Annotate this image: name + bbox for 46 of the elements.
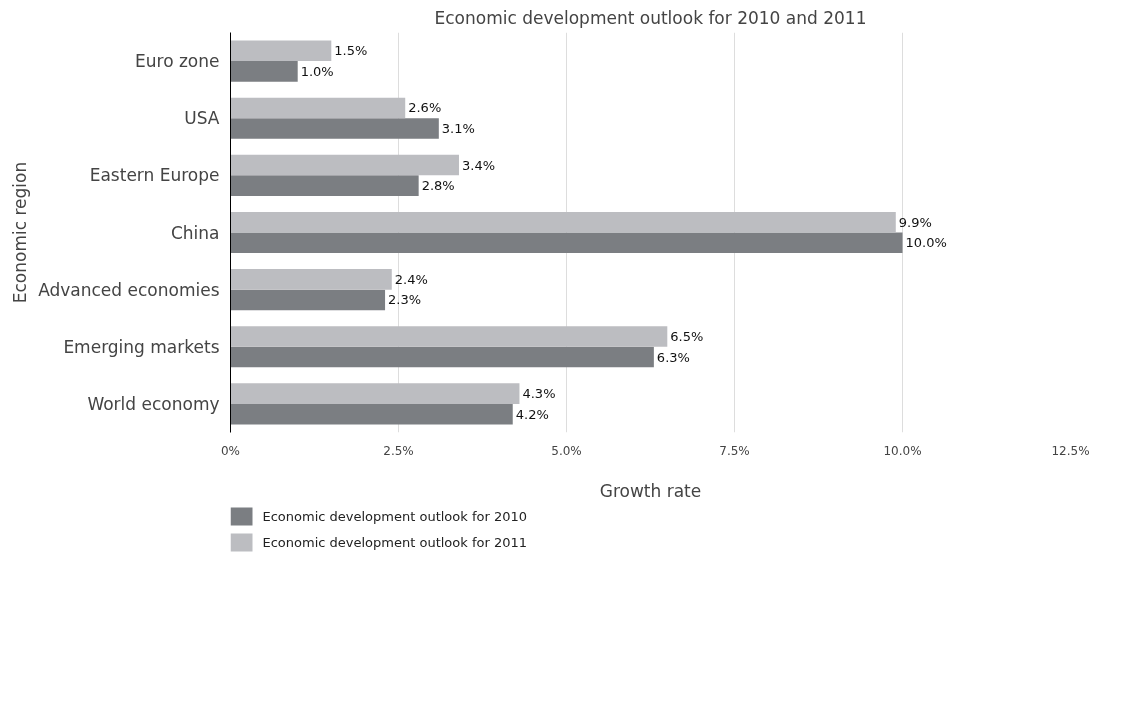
bar <box>230 289 386 311</box>
bar <box>230 211 896 233</box>
legend-label: Economic development outlook for 2011 <box>262 535 528 550</box>
bar <box>230 326 668 347</box>
bar <box>230 97 406 119</box>
x-tick-label: 7.5% <box>719 443 750 458</box>
data-label: 4.3% <box>522 386 556 402</box>
data-label: 2.3% <box>388 292 422 308</box>
bar <box>230 346 654 368</box>
data-label: 3.4% <box>461 157 496 173</box>
y-tick-label: China <box>170 222 220 243</box>
data-label: 10.0% <box>905 235 947 251</box>
data-label: 1.0% <box>300 63 334 79</box>
bar <box>230 40 332 62</box>
data-label: 6.5% <box>670 329 704 344</box>
data-label: 9.9% <box>898 214 932 230</box>
bar <box>230 383 520 404</box>
x-tick-label: 12.5% <box>1051 443 1090 458</box>
bar <box>230 269 392 290</box>
bar <box>230 232 903 254</box>
data-label: 2.8% <box>421 178 455 194</box>
bar <box>230 175 419 196</box>
y-tick-label: Eastern Europe <box>89 165 220 186</box>
y-tick-label: World economy <box>87 393 220 414</box>
data-label: 2.6% <box>408 100 442 116</box>
bar <box>230 61 298 82</box>
x-axis-title: Growth rate <box>599 480 702 501</box>
x-tick-label: 10.0% <box>883 443 922 458</box>
y-tick-label: Euro zone <box>135 51 220 72</box>
x-tick-label: 5.0% <box>551 443 582 458</box>
data-label: 6.3% <box>656 349 690 365</box>
y-tick-label: Emerging markets <box>63 336 220 357</box>
bar <box>230 154 459 176</box>
bar <box>230 118 439 139</box>
data-label: 3.1% <box>441 121 475 136</box>
y-tick-label: Advanced economies <box>38 279 220 300</box>
y-axis-title: Economic region <box>10 161 31 304</box>
chart-title: Economic development outlook for 2010 and 2011 <box>434 7 867 28</box>
data-label: 4.2% <box>515 406 549 422</box>
x-tick-label: 0% <box>220 443 241 458</box>
y-tick-label: USA <box>184 108 220 129</box>
data-label: 2.4% <box>394 271 428 287</box>
data-label: 1.5% <box>334 43 368 59</box>
legend-label: Economic development outlook for 2010 <box>262 509 528 524</box>
bar <box>230 403 513 425</box>
x-tick-label: 2.5% <box>383 443 414 458</box>
